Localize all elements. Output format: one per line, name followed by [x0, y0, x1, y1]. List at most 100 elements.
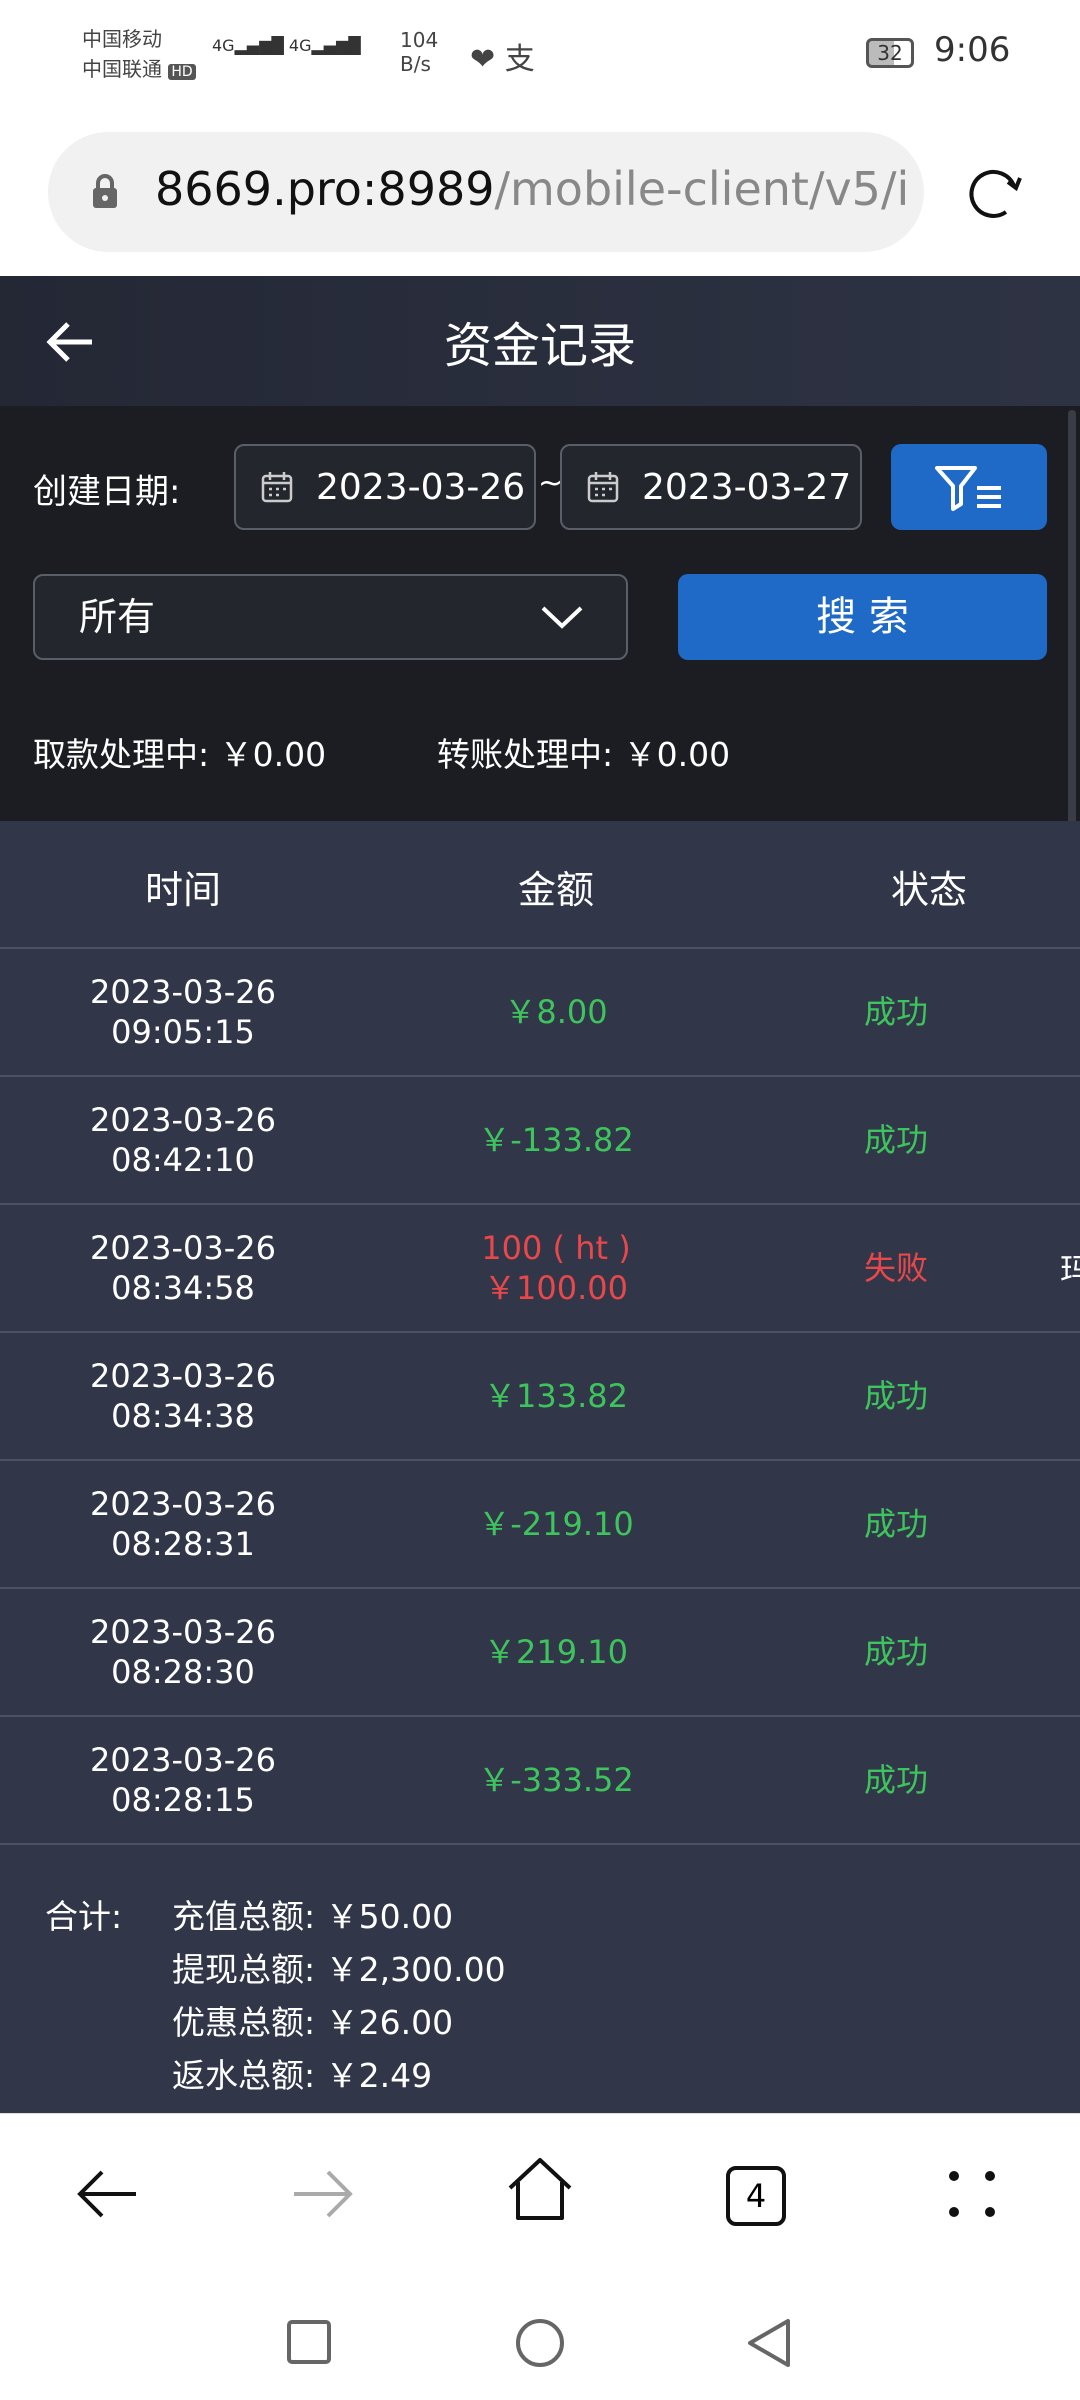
row-time: 08:42:10: [111, 1141, 255, 1179]
lock-icon: [93, 174, 117, 208]
row-time: 08:28:15: [111, 1781, 255, 1819]
table-row[interactable]: 2023-03-26 08:28:30 ￥219.10 成功: [0, 1589, 1080, 1717]
carrier-2: 中国联通: [82, 57, 162, 81]
summary-label: 合计:: [45, 1897, 123, 1936]
row-date: 2023-03-26: [90, 1741, 276, 1779]
table-row[interactable]: 2023-03-26 08:28:15 ￥-333.52 成功: [0, 1717, 1080, 1845]
row-note: 100 ( ht ): [481, 1229, 631, 1267]
row-date: 2023-03-26: [90, 973, 276, 1011]
deposit-total: 充值总额: ￥50.00: [172, 1897, 454, 1936]
row-amount: ￥-219.10: [366, 1461, 746, 1587]
row-status: 成功: [863, 1505, 928, 1543]
chevron-down-icon: [541, 606, 583, 629]
row-amount-value: ￥-133.82: [478, 1121, 634, 1159]
system-back-icon[interactable]: [744, 2317, 794, 2369]
row-date: 2023-03-26: [90, 1485, 276, 1523]
table-row[interactable]: 2023-03-26 08:28:31 ￥-219.10 成功: [0, 1461, 1080, 1589]
url-text[interactable]: 8669.pro:8989/mobile-client/v5/inc: [155, 162, 905, 216]
row-time: 09:05:15: [111, 1013, 255, 1051]
recents-icon[interactable]: [286, 2319, 332, 2365]
table-row[interactable]: 2023-03-26 09:05:15 ￥8.00 成功: [0, 949, 1080, 1077]
row-datetime: 2023-03-26 08:34:38: [0, 1333, 366, 1459]
row-amount: ￥8.00: [366, 949, 746, 1075]
address-bar[interactable]: [48, 132, 924, 252]
column-status: 状态: [890, 868, 967, 912]
row-status: 成功: [863, 1761, 928, 1799]
row-status: 成功: [863, 993, 928, 1031]
battery-icon: 32: [866, 38, 914, 68]
transfer-pending: 转账处理中: ￥0.00: [437, 735, 731, 774]
row-amount-value: ￥-219.10: [478, 1505, 634, 1543]
system-nav-bar: [0, 2273, 1080, 2400]
back-arrow-icon[interactable]: [40, 312, 100, 372]
row-datetime: 2023-03-26 08:28:30: [0, 1589, 366, 1715]
table-row[interactable]: 2023-03-26 08:34:58 100 ( ht ) ￥100.00 失败 …: [0, 1205, 1080, 1333]
table-header: 时间 金额 状态: [0, 821, 1080, 949]
withdraw-pending: 取款处理中: ￥0.00: [33, 735, 327, 774]
row-status: 成功: [863, 1121, 928, 1159]
row-datetime: 2023-03-26 08:42:10: [0, 1077, 366, 1203]
browser-toolbar: 4: [0, 2113, 1080, 2273]
hd-badge: HD: [168, 64, 196, 80]
row-amount-value: ￥100.00: [484, 1269, 628, 1307]
row-datetime: 2023-03-26 08:34:58: [0, 1205, 366, 1331]
row-date: 2023-03-26: [90, 1613, 276, 1651]
filter-icon: [935, 466, 1001, 511]
row-amount: ￥-333.52: [366, 1717, 746, 1843]
withdraw-total: 提现总额: ￥2,300.00: [172, 1950, 506, 1989]
row-status: 成功: [863, 1377, 928, 1415]
search-button[interactable]: 搜 索: [678, 574, 1047, 660]
start-date-value: 2023-03-26: [316, 466, 526, 508]
advanced-filter-button[interactable]: [891, 444, 1047, 530]
summary-panel: 合计: 充值总额: ￥50.00 提现总额: ￥2,300.00 优惠总额: ￥…: [0, 1868, 1080, 2113]
row-amount: ￥-133.82: [366, 1077, 746, 1203]
page-header: [0, 276, 1080, 406]
scrollbar[interactable]: [1068, 410, 1076, 890]
row-amount-value: ￥8.00: [504, 993, 608, 1031]
bonus-total: 优惠总额: ￥26.00: [172, 2003, 454, 2042]
browser-forward-icon[interactable]: [290, 2166, 356, 2222]
table-row[interactable]: 2023-03-26 08:42:10 ￥-133.82 成功: [0, 1077, 1080, 1205]
row-datetime: 2023-03-26 08:28:31: [0, 1461, 366, 1587]
home-circle-icon[interactable]: [514, 2317, 566, 2369]
row-amount: ￥219.10: [366, 1589, 746, 1715]
table-row[interactable]: 2023-03-26 08:34:38 ￥133.82 成功: [0, 1333, 1080, 1461]
date-separator: ~: [538, 466, 564, 501]
clock: 9:06: [934, 30, 1011, 70]
date-label: 创建日期:: [33, 472, 181, 512]
row-time: 08:34:38: [111, 1397, 255, 1435]
browser-back-icon[interactable]: [74, 2166, 140, 2222]
network-speed: 104 B/s: [400, 28, 439, 76]
row-status: 失败: [863, 1249, 928, 1287]
row-time: 08:28:31: [111, 1525, 255, 1563]
home-icon[interactable]: [506, 2156, 574, 2222]
tabs-button[interactable]: 4: [726, 2166, 786, 2226]
row-date: 2023-03-26: [90, 1101, 276, 1139]
row-datetime: 2023-03-26 08:28:15: [0, 1717, 366, 1843]
calendar-icon: [587, 472, 619, 503]
page-title: 资金记录: [443, 318, 636, 374]
carrier-1: 中国移动: [82, 27, 162, 51]
row-amount-value: ￥133.82: [484, 1377, 628, 1415]
type-select-value: 所有: [79, 595, 156, 639]
column-amount: 金额: [517, 868, 594, 912]
status-bar: 中国移动 中国联通 HD 4G▂▄▆█ 4G▂▄▆█ 104 B/s ❤ 支 32 …: [0, 0, 1080, 110]
row-extra-text: 玛: [1060, 1251, 1080, 1289]
type-select[interactable]: 所有: [33, 574, 628, 660]
start-date-input[interactable]: 2023-03-26: [234, 444, 536, 530]
end-date-input[interactable]: 2023-03-27: [560, 444, 862, 530]
column-time: 时间: [144, 868, 221, 912]
menu-dots-icon[interactable]: [946, 2168, 998, 2220]
notification-icons: ❤ 支: [470, 42, 535, 77]
signal-icon: 4G▂▄▆█ 4G▂▄▆█: [212, 36, 361, 55]
row-date: 2023-03-26: [90, 1357, 276, 1395]
row-time: 08:28:30: [111, 1653, 255, 1691]
row-amount: ￥133.82: [366, 1333, 746, 1459]
row-status: 成功: [863, 1633, 928, 1671]
rebate-total: 返水总额: ￥2.49: [172, 2056, 433, 2095]
row-amount-value: ￥-333.52: [478, 1761, 634, 1799]
row-date: 2023-03-26: [90, 1229, 276, 1267]
row-datetime: 2023-03-26 09:05:15: [0, 949, 366, 1075]
reload-icon[interactable]: [962, 160, 1026, 224]
row-amount-value: ￥219.10: [484, 1633, 628, 1671]
